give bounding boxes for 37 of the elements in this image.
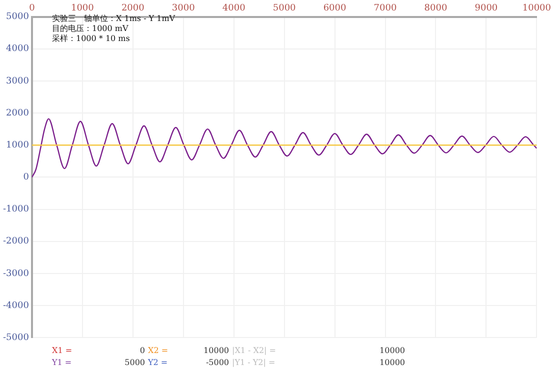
text: X1 =: [52, 346, 74, 357]
y-tick-label: -2000: [2, 236, 30, 247]
y-tick-label: 2000: [6, 108, 30, 118]
x-tick-label: 6000: [323, 4, 347, 14]
x-tick-label: 5000: [272, 4, 296, 14]
text: |Y1 - Y2| =: [232, 358, 276, 369]
x-tick-label: 8000: [424, 4, 448, 14]
y-tick-label: -3000: [2, 268, 30, 279]
x-tick-label: 9000: [474, 4, 498, 14]
line-series: [32, 118, 537, 178]
text: 0: [138, 346, 146, 357]
text: 10000: [378, 346, 406, 357]
y-tick-label: -4000: [2, 300, 30, 311]
y-tick-label: 4000: [6, 44, 30, 54]
text: Y1 =: [52, 358, 73, 369]
y-tick-label: 5000: [6, 12, 30, 22]
x-tick-label: 10000: [522, 4, 552, 14]
y-tick-label: -5000: [2, 332, 30, 343]
text: |X1 - X2| =: [232, 346, 277, 357]
text: X2 =: [148, 346, 170, 357]
x-tick-label: 3000: [172, 4, 196, 14]
x-tick-label: 1000: [70, 4, 94, 14]
y-tick-label: 3000: [6, 76, 30, 86]
text: -5000: [204, 358, 230, 369]
y-tick-label: -1000: [2, 204, 30, 215]
annotation: 目的电压：1000 mV: [52, 24, 130, 34]
x-tick-label: 7000: [374, 4, 397, 14]
text: Y2 =: [148, 358, 169, 369]
text: 10000: [202, 346, 230, 357]
annotation: 实验三 轴单位：X 1ms - Y 1mV: [52, 14, 176, 24]
text: 5000: [124, 358, 146, 369]
y-tick-label: 0: [23, 172, 30, 183]
x-tick-label: 2000: [121, 4, 145, 14]
x-tick-label: 4000: [222, 4, 246, 14]
y-tick-label: 1000: [6, 140, 30, 150]
annotation: 采样：1000 * 10 ms: [52, 34, 131, 44]
text: 10000: [378, 358, 406, 369]
